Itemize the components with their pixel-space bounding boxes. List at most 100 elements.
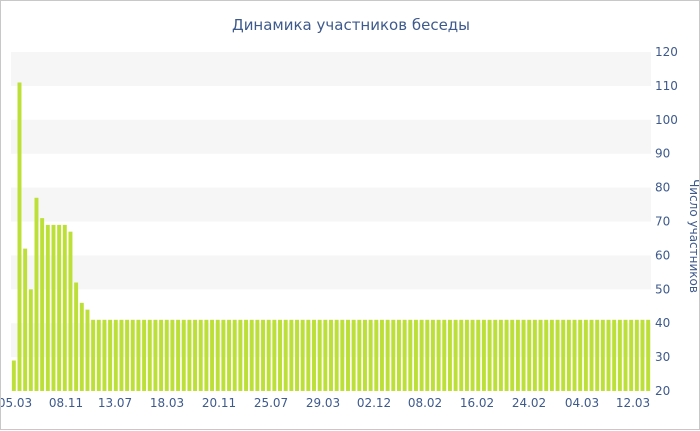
bar[interactable] [396,319,401,391]
bar[interactable] [391,319,396,391]
bar[interactable] [147,319,152,391]
bar[interactable] [572,319,577,391]
bar[interactable] [34,197,39,391]
bar[interactable] [96,319,101,391]
bar[interactable] [629,319,634,391]
bar[interactable] [153,319,158,391]
bar[interactable] [17,82,22,391]
bar[interactable] [323,319,328,391]
bar[interactable] [363,319,367,391]
bar[interactable] [442,319,447,391]
bar[interactable] [476,319,481,391]
bar[interactable] [62,224,67,391]
bar[interactable] [453,319,458,391]
bar[interactable] [374,319,379,391]
bar[interactable] [119,319,124,391]
bar[interactable] [346,319,350,391]
bar[interactable] [578,319,583,391]
bar[interactable] [312,319,316,391]
bar[interactable] [351,319,356,391]
bar[interactable] [204,319,209,391]
bar[interactable] [595,319,600,391]
bar[interactable] [459,319,464,391]
bar[interactable] [425,319,430,391]
bar[interactable] [487,319,492,391]
bar[interactable] [532,319,537,391]
bar[interactable] [430,319,435,391]
bar[interactable] [113,319,118,391]
bar[interactable] [136,319,141,391]
bar[interactable] [464,319,469,391]
bar[interactable] [85,309,90,391]
bar[interactable] [249,319,254,391]
bar[interactable] [215,319,220,391]
bar[interactable] [481,319,486,391]
bar[interactable] [368,319,373,391]
bar[interactable] [549,319,554,391]
bar[interactable] [334,319,339,391]
bar[interactable] [436,319,441,391]
bar[interactable] [510,319,515,391]
bar[interactable] [74,282,79,391]
bar[interactable] [527,319,532,391]
bar[interactable] [51,224,56,391]
bar[interactable] [413,319,418,391]
bar[interactable] [306,319,311,391]
bar[interactable] [164,319,169,391]
bar[interactable] [193,319,198,391]
bar[interactable] [244,319,249,391]
bar[interactable] [646,319,651,391]
bar[interactable] [623,319,628,391]
bar[interactable] [57,224,62,391]
bar[interactable] [447,319,452,391]
bar[interactable] [300,319,305,391]
bar[interactable] [227,319,232,391]
bar[interactable] [566,319,571,391]
bar[interactable] [181,319,186,391]
bar[interactable] [408,319,413,391]
bar[interactable] [266,319,271,391]
bar[interactable] [108,319,113,391]
bar[interactable] [91,319,96,391]
bar[interactable] [23,248,28,391]
bar[interactable] [493,319,498,391]
bar[interactable] [600,319,605,391]
bar[interactable] [159,319,164,391]
bar[interactable] [272,319,277,391]
bar[interactable] [555,319,560,391]
bar[interactable] [385,319,390,391]
bar[interactable] [11,360,16,391]
bar[interactable] [289,319,294,391]
bar[interactable] [187,319,192,391]
bar[interactable] [40,218,45,391]
bar[interactable] [521,319,526,391]
bar[interactable] [515,319,520,391]
bar[interactable] [68,231,73,391]
bar[interactable] [419,319,424,391]
bar[interactable] [255,319,260,391]
bar[interactable] [379,319,384,391]
bar[interactable] [295,319,299,391]
bar[interactable] [170,319,175,391]
bar[interactable] [221,319,226,391]
bar[interactable] [470,319,475,391]
bar[interactable] [498,319,503,391]
bar[interactable] [544,319,549,391]
bar[interactable] [634,319,639,391]
bar[interactable] [357,319,362,391]
bar[interactable] [583,319,588,391]
bar[interactable] [238,319,243,391]
bar[interactable] [142,319,147,391]
bar[interactable] [402,319,407,391]
bar[interactable] [130,319,135,391]
bar[interactable] [612,319,617,391]
bar[interactable] [232,319,237,391]
bar[interactable] [210,319,215,391]
bar[interactable] [329,319,333,391]
bar[interactable] [317,319,322,391]
bar[interactable] [617,319,622,391]
bar[interactable] [125,319,130,391]
bar[interactable] [561,319,566,391]
bar[interactable] [176,319,181,391]
bar[interactable] [340,319,345,391]
